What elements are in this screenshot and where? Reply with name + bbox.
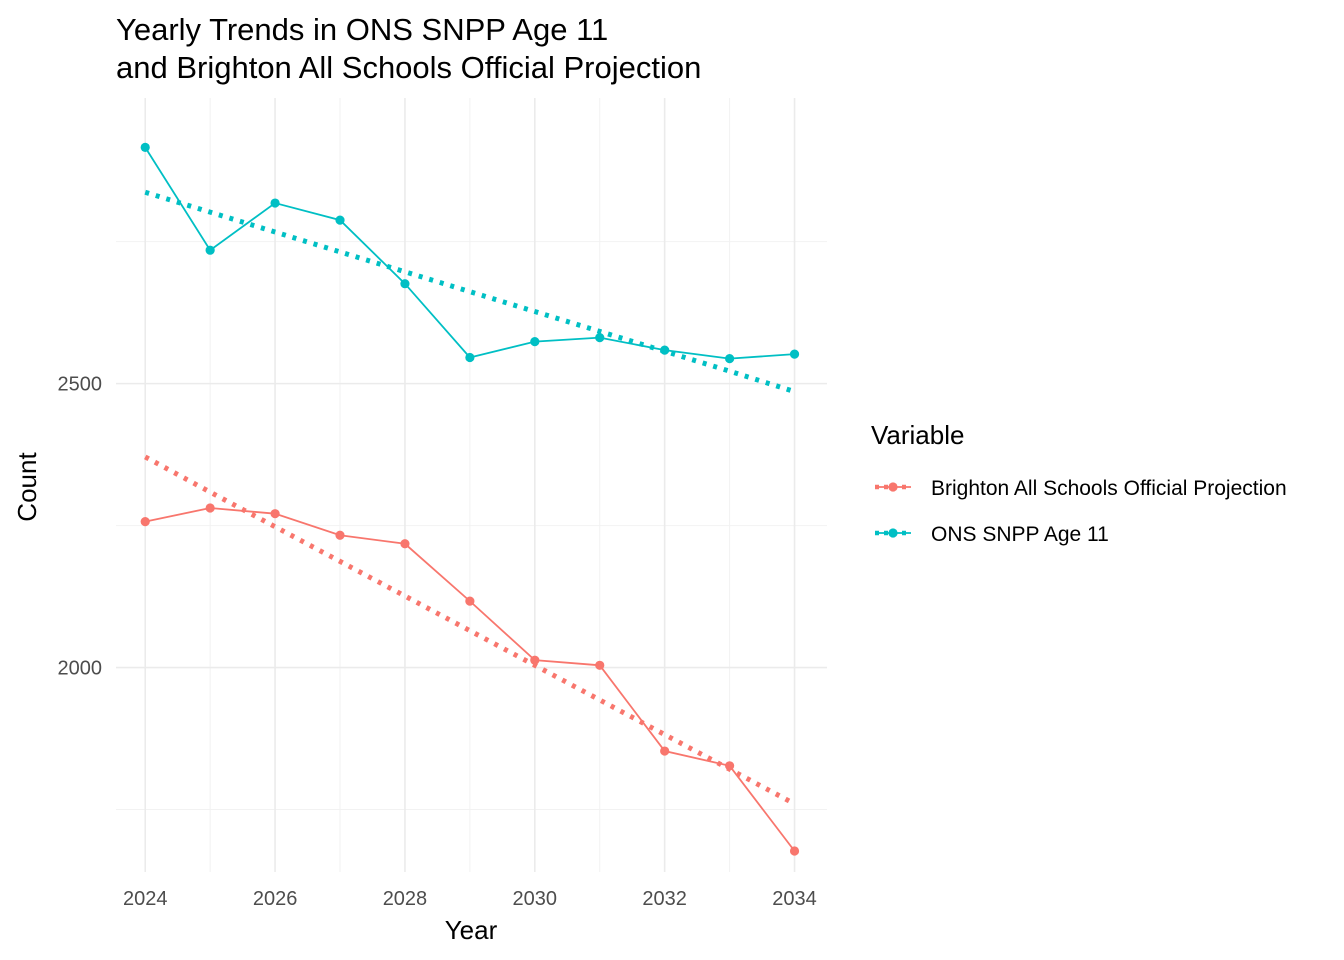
x-tick-label: 2024: [123, 888, 168, 910]
x-axis-ticks: 2024 2026 2028 2030 2032 2034: [123, 888, 817, 910]
legend-key-point: [888, 528, 898, 538]
data-point: [400, 279, 410, 289]
data-point: [725, 354, 735, 364]
data-point: [789, 349, 800, 359]
data-point: [205, 245, 215, 255]
gridlines: [116, 98, 827, 872]
data-point: [270, 198, 280, 208]
x-tick-label: 2028: [383, 888, 428, 910]
legend-title: Variable: [871, 420, 964, 450]
data-point: [530, 337, 540, 347]
x-tick-label: 2034: [772, 888, 817, 910]
legend-label: ONS SNPP Age 11: [931, 523, 1109, 546]
data-point: [140, 517, 150, 527]
data-point: [465, 352, 475, 363]
data-point: [400, 539, 410, 549]
trend-line: [144, 189, 796, 394]
legend: Variable Brighton All Schools Official P…: [871, 420, 1287, 546]
data-point: [789, 846, 800, 856]
x-tick-label: 2030: [513, 888, 558, 910]
x-axis-title: Year: [445, 915, 498, 945]
series-group: [140, 454, 800, 856]
data-point: [140, 142, 150, 153]
y-tick-label: 2500: [58, 374, 103, 396]
series-group: [140, 142, 800, 394]
legend-item: ONS SNPP Age 11: [875, 523, 1109, 546]
legend-item: Brighton All Schools Official Projection: [875, 477, 1287, 500]
plot-series: [140, 142, 800, 856]
y-axis-ticks: 2000 2500: [58, 374, 103, 680]
data-point: [335, 530, 345, 540]
legend-key-point: [888, 482, 898, 492]
data-point: [595, 660, 605, 670]
data-point: [530, 655, 540, 665]
chart-title-line-2: and Brighton All Schools Official Projec…: [116, 50, 701, 85]
trend-line: [144, 454, 796, 807]
data-point: [725, 761, 735, 771]
data-point: [660, 746, 670, 756]
x-tick-label: 2032: [642, 888, 687, 910]
data-point: [465, 596, 475, 606]
x-tick-label: 2026: [253, 888, 298, 910]
data-point: [270, 509, 280, 519]
data-point: [335, 215, 345, 225]
legend-label: Brighton All Schools Official Projection: [931, 477, 1287, 500]
chart-title-line-1: Yearly Trends in ONS SNPP Age 11: [116, 12, 608, 47]
data-point: [660, 345, 670, 355]
legend-items: Brighton All Schools Official Projection…: [875, 477, 1287, 546]
y-axis-title: Count: [12, 452, 42, 522]
data-point: [595, 333, 605, 343]
y-tick-label: 2000: [58, 658, 103, 680]
data-point: [205, 503, 215, 513]
